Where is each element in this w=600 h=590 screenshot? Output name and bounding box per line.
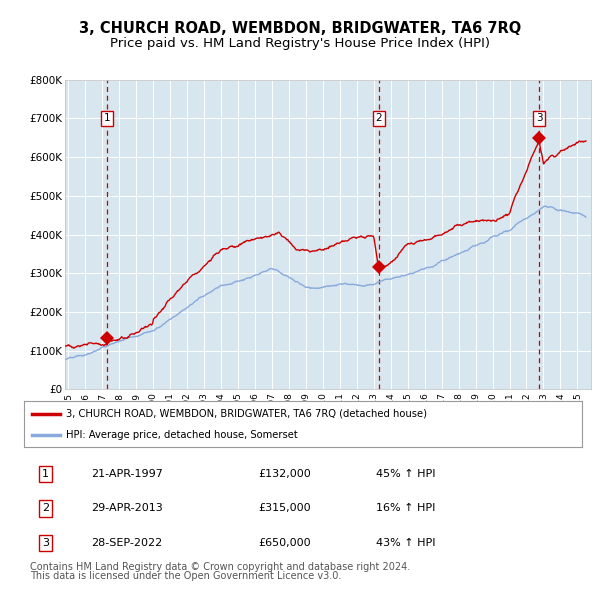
Text: 28-SEP-2022: 28-SEP-2022: [91, 538, 162, 548]
Text: 16% ↑ HPI: 16% ↑ HPI: [376, 503, 435, 513]
Text: Contains HM Land Registry data © Crown copyright and database right 2024.: Contains HM Land Registry data © Crown c…: [30, 562, 410, 572]
Text: 1: 1: [42, 469, 49, 479]
Text: 29-APR-2013: 29-APR-2013: [91, 503, 163, 513]
Text: 45% ↑ HPI: 45% ↑ HPI: [376, 469, 435, 479]
Text: 3, CHURCH ROAD, WEMBDON, BRIDGWATER, TA6 7RQ: 3, CHURCH ROAD, WEMBDON, BRIDGWATER, TA6…: [79, 21, 521, 35]
Text: 3: 3: [42, 538, 49, 548]
Text: Price paid vs. HM Land Registry's House Price Index (HPI): Price paid vs. HM Land Registry's House …: [110, 37, 490, 50]
Text: £650,000: £650,000: [259, 538, 311, 548]
Text: £132,000: £132,000: [259, 469, 311, 479]
Text: 3: 3: [536, 113, 542, 123]
Text: 3, CHURCH ROAD, WEMBDON, BRIDGWATER, TA6 7RQ (detached house): 3, CHURCH ROAD, WEMBDON, BRIDGWATER, TA6…: [66, 409, 427, 419]
Text: 2: 2: [41, 503, 49, 513]
Text: 21-APR-1997: 21-APR-1997: [91, 469, 163, 479]
Text: This data is licensed under the Open Government Licence v3.0.: This data is licensed under the Open Gov…: [30, 571, 341, 581]
Text: 43% ↑ HPI: 43% ↑ HPI: [376, 538, 435, 548]
Text: HPI: Average price, detached house, Somerset: HPI: Average price, detached house, Some…: [66, 430, 298, 440]
Text: 2: 2: [376, 113, 382, 123]
Text: £315,000: £315,000: [259, 503, 311, 513]
Text: 1: 1: [104, 113, 110, 123]
